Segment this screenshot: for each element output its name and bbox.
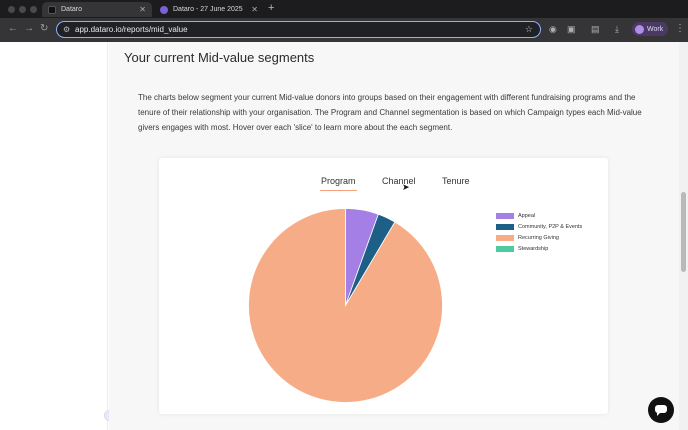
section-title: Your current Mid-value segments [124,50,315,65]
legend-label: Recurring Giving [518,234,559,241]
tab-channel[interactable]: Channel [382,176,416,186]
browser-tab-dataro[interactable]: Dataro ✕ [42,2,152,17]
profile-avatar [635,24,644,34]
browser-toolbar: ← → ↻ ⚙ app.dataro.io/reports/mid_value … [0,18,688,42]
main-content: Your current Mid-value segments The char… [109,42,679,430]
browser-tab-bar: Dataro ✕ Dataro - 27 June 2025 ✕ + [0,0,688,18]
site-info-icon[interactable]: ⚙ [63,25,71,34]
window-close-dot[interactable] [8,6,15,13]
legend-swatch [496,245,514,252]
chart-legend: Appeal Community, P2P & Events Recurring… [496,210,582,254]
app-sidebar [0,42,108,430]
legend-item-recurring-giving[interactable]: Recurring Giving [496,232,582,243]
program-pie-chart[interactable] [247,207,444,404]
extensions-puzzle-icon[interactable]: ▣ [567,24,576,34]
bookmark-star-icon[interactable]: ☆ [524,24,533,34]
page-viewport: › Your current Mid-value segments The ch… [0,42,688,430]
tab-program[interactable]: Program [320,176,357,191]
close-tab-icon[interactable]: ✕ [139,5,146,14]
back-arrow-icon[interactable]: ← [8,23,18,34]
extension-icon[interactable]: ◉ [549,24,557,34]
segment-chart-card: Program Channel Tenure ➤ Appeal Communit… [159,158,608,414]
pie-slice-recurring-giving[interactable] [248,208,443,403]
browser-menu-icon[interactable]: ⋮ [675,23,685,34]
chat-bubble-icon [655,405,667,416]
reload-icon[interactable]: ↻ [40,23,49,34]
legend-item-community-p2p-events[interactable]: Community, P2P & Events [496,221,582,232]
profile-button[interactable]: Work [632,22,668,36]
profile-label: Work [647,25,664,33]
tab-label: Dataro [61,6,83,13]
scrollbar-thumb[interactable] [681,192,686,272]
side-panel-icon[interactable]: ▤ [591,24,600,34]
legend-swatch [496,212,514,219]
dataro-favicon-icon [160,5,168,14]
browser-tab-dataro-report[interactable]: Dataro - 27 June 2025 ✕ [154,2,264,17]
legend-swatch [496,223,514,230]
legend-label: Community, P2P & Events [518,223,583,230]
dataro-favicon-icon [48,5,56,14]
tab-tenure[interactable]: Tenure [442,176,470,186]
legend-item-stewardship[interactable]: Stewardship [496,243,582,254]
intro-paragraph: The charts below segment your current Mi… [138,93,642,132]
forward-arrow-icon[interactable]: → [24,23,34,34]
legend-label: Stewardship [518,245,549,252]
tab-label: Dataro - 27 June 2025 [173,6,243,13]
new-tab-icon[interactable]: + [268,2,275,14]
window-zoom-dot[interactable] [30,6,37,13]
chat-support-button[interactable] [648,397,674,423]
close-tab-icon[interactable]: ✕ [251,5,258,14]
download-icon[interactable]: ⤓ [615,24,619,34]
legend-item-appeal[interactable]: Appeal [496,210,582,221]
mouse-pointer-icon: ➤ [402,182,410,192]
address-bar[interactable]: ⚙ app.dataro.io/reports/mid_value ☆ [56,21,541,38]
window-minimize-dot[interactable] [19,6,26,13]
legend-label: Appeal [518,212,536,219]
address-url: app.dataro.io/reports/mid_value [75,25,188,34]
legend-swatch [496,234,514,241]
